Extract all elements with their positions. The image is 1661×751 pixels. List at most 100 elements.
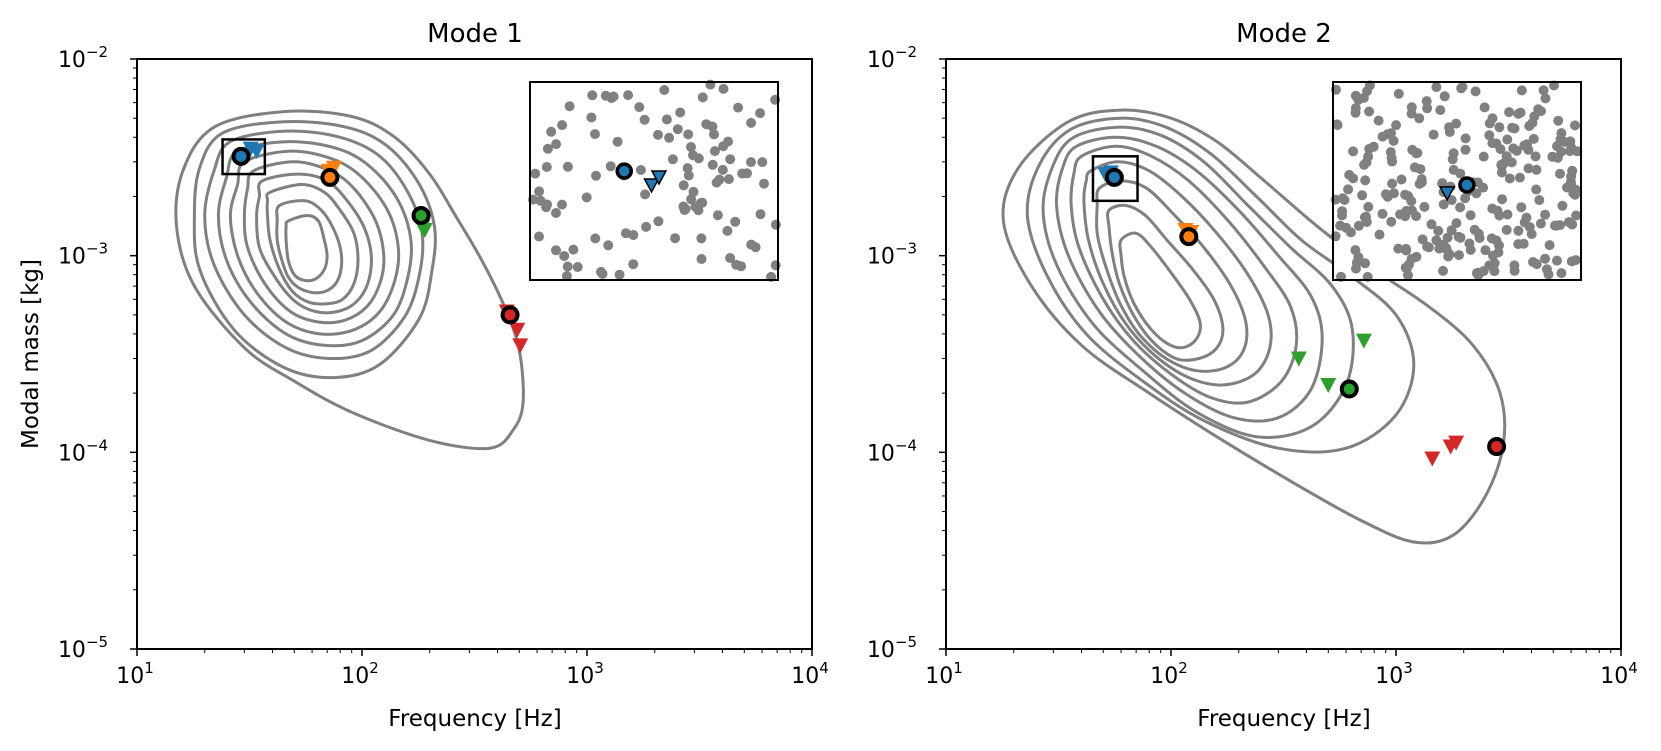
mode-2-inset bbox=[1330, 80, 1583, 282]
mode-1-inset-sample-point bbox=[541, 202, 552, 213]
mode-2-inset-sample-point bbox=[1393, 88, 1404, 99]
mode-2-x-axis-label: Frequency [Hz] bbox=[1197, 706, 1370, 732]
mode-2-x-tick-label-exponent: 3 bbox=[1403, 659, 1413, 677]
mode-2-title: Mode 2 bbox=[1236, 19, 1332, 49]
mode-2-inset-sample-point bbox=[1556, 128, 1567, 139]
mode-2-inset-sample-point bbox=[1509, 260, 1520, 271]
mode-2-inset-sample-point bbox=[1439, 91, 1450, 102]
mode-1-inset-sample-point bbox=[730, 216, 741, 227]
mode-2-inset-sample-point bbox=[1509, 123, 1520, 134]
mode-2-inset-sample-point bbox=[1492, 205, 1503, 216]
mode-2-inset-sample-point bbox=[1438, 199, 1449, 210]
mode-2-inset-sample-point bbox=[1406, 102, 1417, 113]
mode-2-inset-sample-point bbox=[1453, 231, 1464, 242]
mode-2-inset-sample-point bbox=[1522, 139, 1532, 150]
mode-2-inset-sample-point bbox=[1359, 212, 1370, 223]
mode-2-x-tick-label: 103 bbox=[1375, 659, 1413, 689]
mode-1-inset-sample-point bbox=[634, 102, 645, 113]
mode-2-inset-sample-point bbox=[1431, 82, 1442, 93]
mode-2-inset-sample-point bbox=[1377, 208, 1388, 219]
mode-2-inset-sample-point bbox=[1417, 234, 1428, 245]
mode-1-inset-sample-point bbox=[551, 245, 561, 256]
mode-1-inset-sample-point bbox=[675, 107, 686, 118]
mode-1-inset-sample-point bbox=[755, 209, 766, 220]
mode-2-contour-9 bbox=[1118, 231, 1202, 350]
mode-2-inset-sample-point bbox=[1387, 178, 1398, 189]
mode-1-inset-sample-point bbox=[551, 139, 562, 150]
mode-2-series-4-circle bbox=[1487, 437, 1507, 457]
mode-1-inset-sample-point bbox=[620, 228, 631, 239]
mode-2-series-3-triangle bbox=[1355, 333, 1372, 349]
mode-1-inset-sample-point bbox=[551, 208, 561, 218]
mode-1-inset-sample-point bbox=[586, 112, 597, 123]
mode-2-y-tick-label: 10−3 bbox=[867, 240, 917, 270]
mode-1-inset-sample-point bbox=[635, 165, 646, 175]
mode-1-inset-sample-point bbox=[562, 161, 573, 172]
mode-2-inset-sample-point bbox=[1411, 211, 1422, 222]
mode-1-axes-frame bbox=[136, 58, 813, 650]
mode-1-series-1-circle bbox=[231, 146, 251, 166]
mode-2-inset-sample-point bbox=[1480, 245, 1491, 256]
mode-2-inset-sample-point bbox=[1464, 238, 1475, 249]
mode-1-inset-sample-point bbox=[755, 108, 766, 119]
mode-2-inset-sample-point bbox=[1516, 85, 1527, 96]
mode-1-inset-sample-point bbox=[682, 163, 693, 174]
mode-2-inset-sample-point bbox=[1484, 130, 1495, 141]
mode-1-y-tick-label-exponent: −4 bbox=[86, 436, 108, 454]
mode-2-inset-sample-point bbox=[1373, 115, 1384, 126]
mode-2-inset-sample-point bbox=[1374, 229, 1385, 240]
mode-1-contour-8 bbox=[265, 182, 360, 306]
mode-2-inset-sample-point bbox=[1377, 131, 1388, 142]
mode-1-inset-sample-point bbox=[686, 194, 697, 205]
mode-2-inset-sample-point bbox=[1497, 194, 1508, 205]
mode-1-inset-sample-point bbox=[686, 142, 696, 152]
mode-2-inset-sample-point bbox=[1442, 232, 1453, 243]
mode-2-inset-sample-point bbox=[1396, 174, 1407, 185]
mode-2-inset-sample-point bbox=[1455, 202, 1466, 213]
mode-2-inset-sample-point bbox=[1531, 259, 1542, 270]
mode-1-inset-sample-point bbox=[733, 102, 744, 113]
mode-2-inset-sample-point bbox=[1516, 202, 1527, 213]
mode-2-inset-sample-point bbox=[1511, 145, 1522, 156]
mode-1-x-tick-label: 102 bbox=[341, 659, 379, 689]
mode-2-inset-sample-point bbox=[1501, 224, 1512, 235]
mode-2-inset-sample-point bbox=[1478, 266, 1489, 277]
mode-2-inset-sample-point bbox=[1363, 201, 1374, 212]
mode-2-inset-sample-point bbox=[1538, 85, 1549, 96]
mode-1-inset-frame bbox=[529, 81, 779, 281]
mode-1-inset-sample-point bbox=[697, 92, 708, 103]
mode-2-inset-sample-point bbox=[1400, 189, 1411, 200]
mode-1-inset-sample-point bbox=[557, 199, 567, 210]
mode-2-inset-sample-point bbox=[1543, 269, 1554, 280]
mode-1-x-tick-label-exponent: 2 bbox=[369, 659, 379, 677]
mode-2-zoom-box bbox=[1091, 155, 1139, 203]
mode-1-inset-sample-point bbox=[640, 189, 651, 200]
mode-1-inset-sample-point bbox=[534, 231, 544, 242]
mode-1-inset-sample-point bbox=[623, 90, 634, 101]
mode-1-inset-sample-point bbox=[717, 164, 728, 175]
mode-2-inset-sample-point bbox=[1473, 228, 1484, 239]
mode-1-inset-sample-point bbox=[591, 170, 601, 181]
mode-2-panel: Mode 2 Frequency [Hz] 101 102 103 104 10−5 10… bbox=[867, 19, 1638, 732]
mode-2-inset-sample-point bbox=[1491, 235, 1502, 246]
mode-1-inset-sample-point bbox=[725, 154, 736, 165]
mode-2-y-tick-label: 10−2 bbox=[867, 43, 917, 73]
mode-1-inset-sample-point bbox=[541, 162, 552, 172]
mode-2-inset-sample-point bbox=[1353, 220, 1364, 231]
mode-2-inset-sample-point bbox=[1479, 102, 1490, 113]
mode-2-inset-sample-point bbox=[1570, 120, 1580, 131]
mode-1-series-1-triangle bbox=[248, 144, 265, 160]
mode-1-zoom-box bbox=[221, 138, 267, 176]
mode-2-inset-sample-point bbox=[1455, 168, 1466, 179]
mode-2-inset-sample-point bbox=[1478, 182, 1489, 193]
mode-2-inset-sample-point bbox=[1360, 175, 1371, 186]
mode-1-x-axis-label: Frequency [Hz] bbox=[388, 706, 561, 732]
mode-2-x-tick-label: 101 bbox=[925, 659, 963, 689]
mode-2-inset-sample-point bbox=[1566, 256, 1577, 267]
mode-2-inset-sample-point bbox=[1553, 115, 1564, 126]
mode-2-inset-sample-point bbox=[1565, 136, 1576, 147]
mode-1-inset-sample-point bbox=[628, 259, 639, 270]
mode-1-inset-sample-point bbox=[722, 225, 733, 236]
mode-1-series-4-circle bbox=[500, 305, 520, 325]
mode-1-inset-sample-point bbox=[711, 177, 722, 188]
